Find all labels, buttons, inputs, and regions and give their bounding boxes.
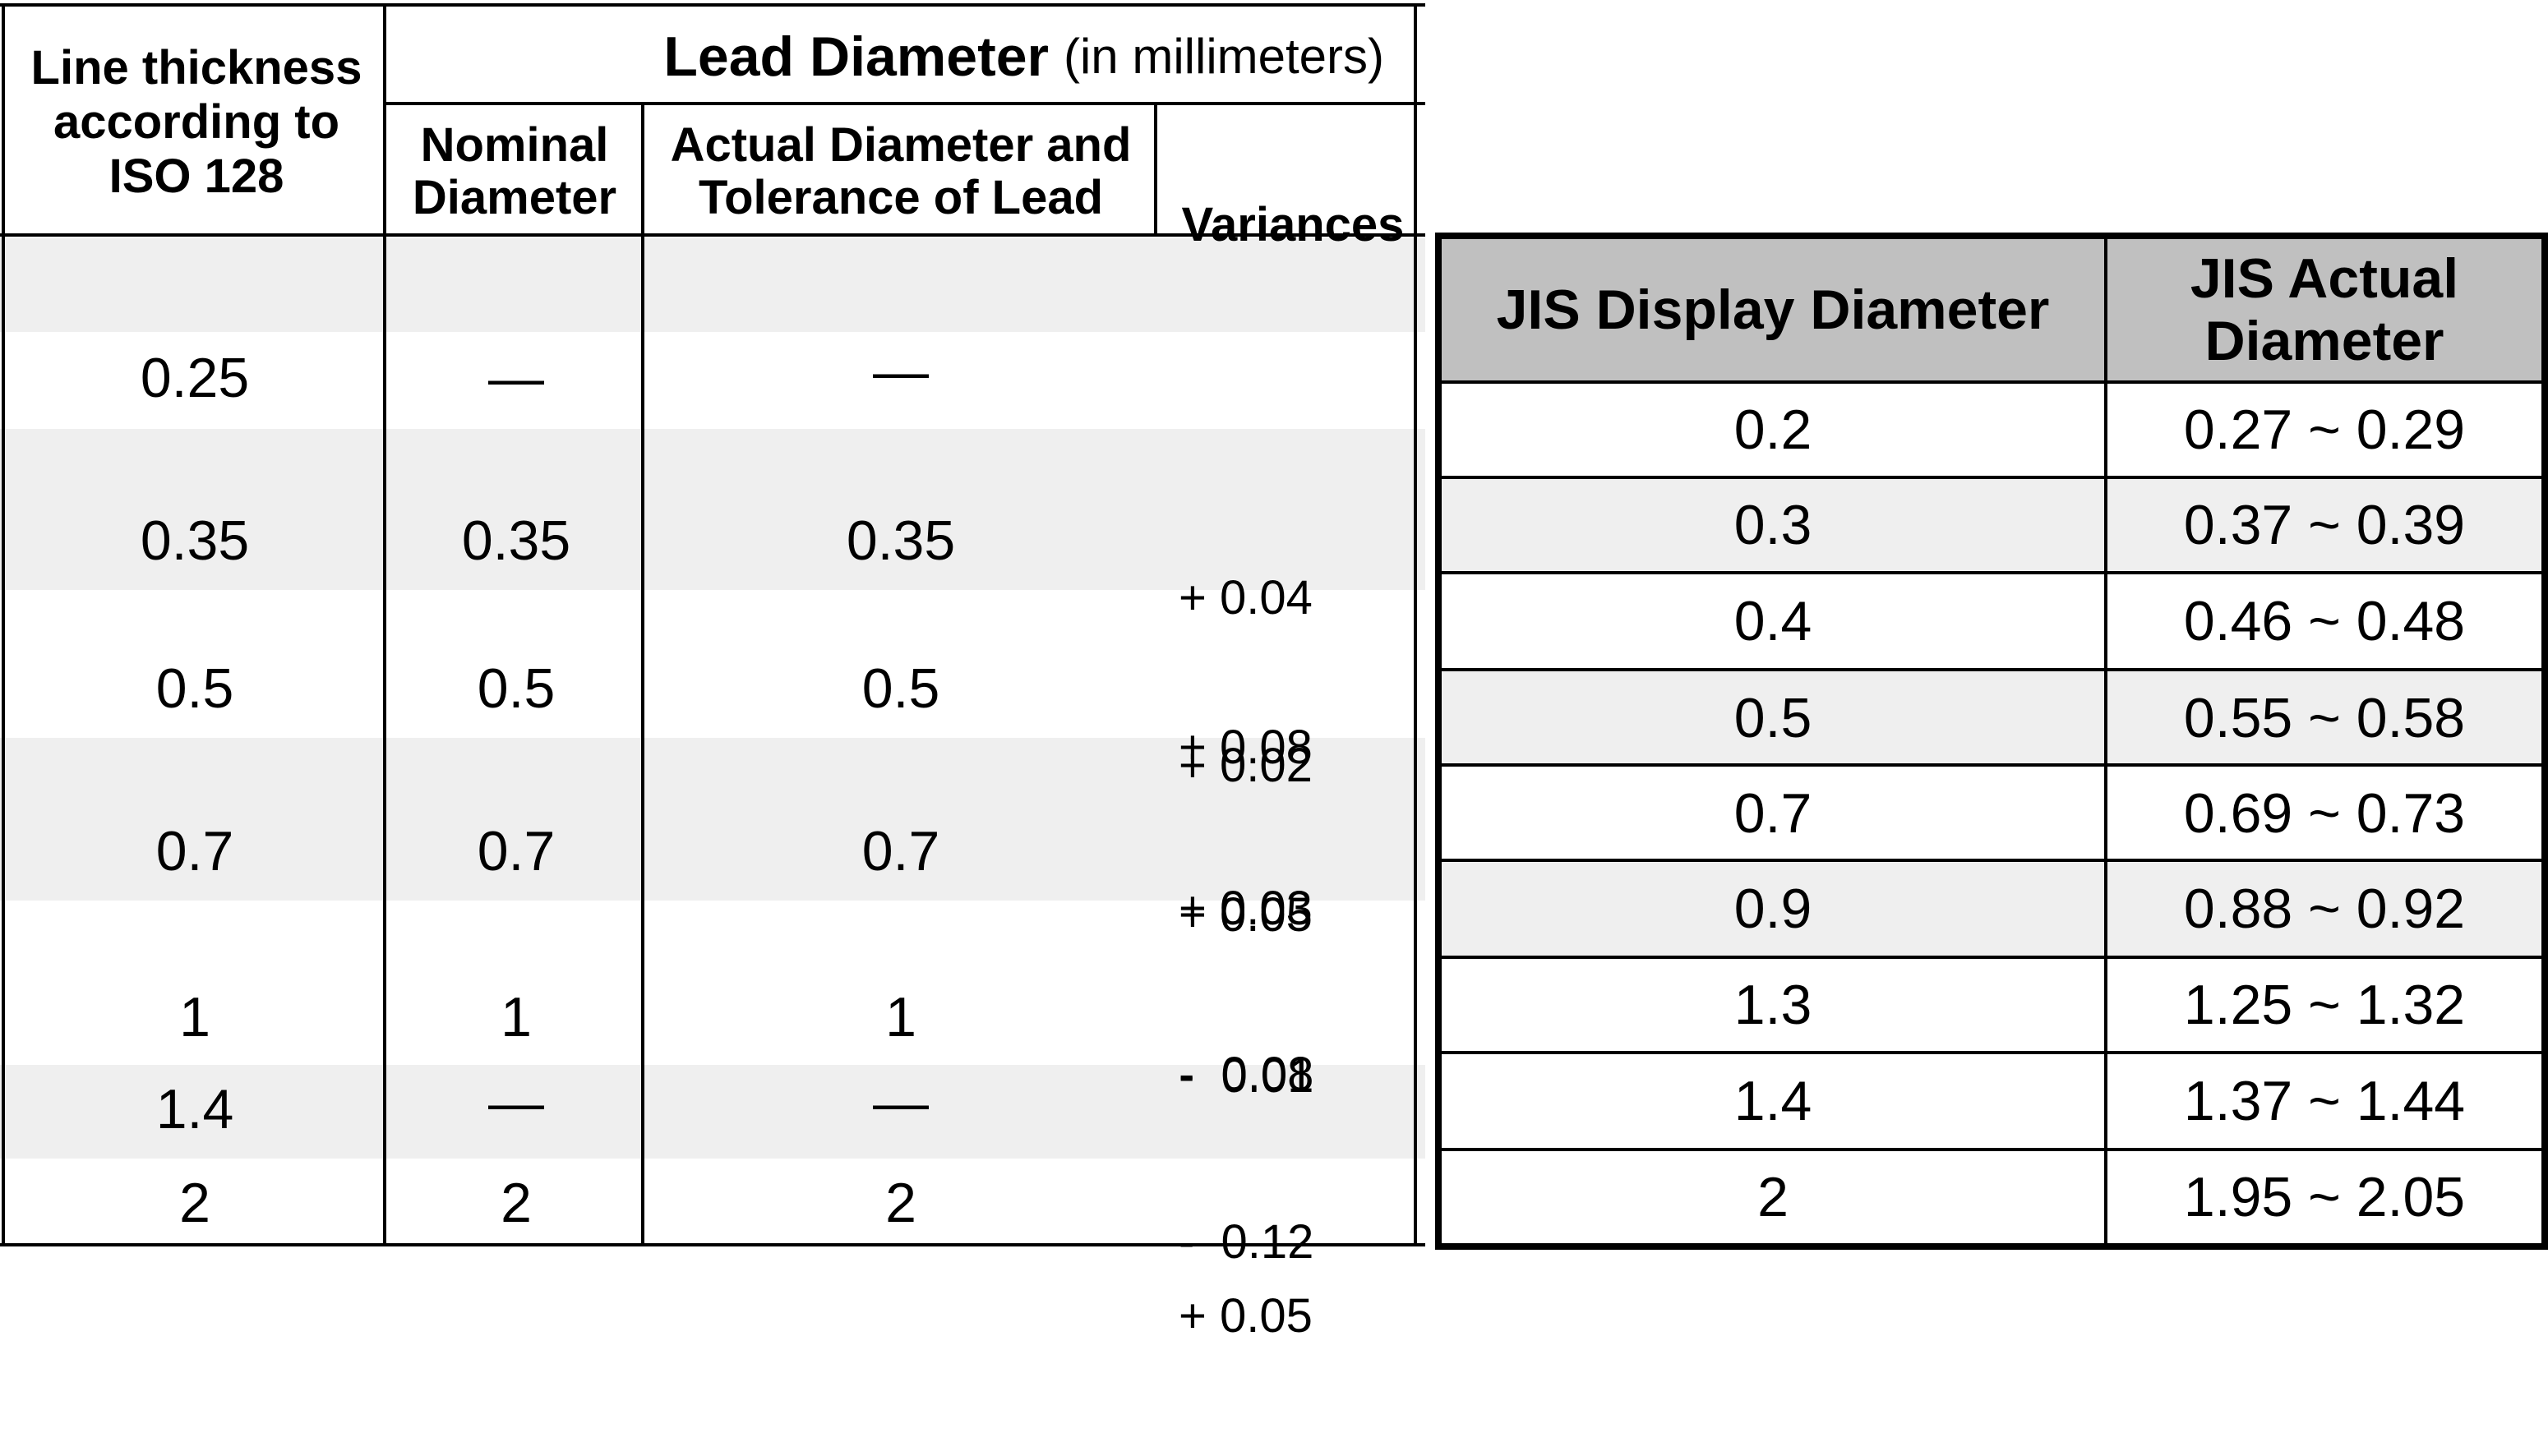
cell-jis-actual: 1.25 ~ 1.32 — [2183, 974, 2466, 1036]
cell-variance: + 0.03 - 0.01 — [1179, 769, 1417, 1216]
cell-jis-display: 0.5 — [1733, 687, 1812, 749]
cell-variance: + 0.08 + 0.05 — [1179, 608, 1417, 1055]
table-row-band — [0, 429, 1425, 590]
cell-line-thickness: 1 — [179, 986, 210, 1048]
table-row-band — [1442, 862, 2541, 956]
cell-jis-display: 0.4 — [1733, 590, 1812, 652]
variance-upper: + 0.03 — [1179, 882, 1313, 935]
header-line-thickness: Line thickness according to ISO 128 — [30, 41, 362, 203]
cell-actual: 0.7 — [861, 820, 940, 882]
header-lead-diameter-label: Lead Diameter — [663, 25, 1049, 88]
cell-jis-display: 0.2 — [1733, 399, 1812, 461]
cell-jis-display: 0.9 — [1733, 878, 1812, 940]
header-lead-diameter: Lead Diameter (in millimeters) — [390, 8, 1417, 105]
cell-jis-display: 1.4 — [1733, 1070, 1812, 1132]
variance-upper: - 0.08 — [1179, 1048, 1314, 1101]
cell-actual: 2 — [885, 1172, 916, 1234]
table-border — [1442, 571, 2541, 574]
table-row-band — [1442, 671, 2541, 765]
table-border — [0, 3, 1425, 7]
cell-jis-display: 0.3 — [1733, 494, 1812, 556]
table-border — [1442, 476, 2541, 479]
jis-header-background — [1442, 239, 2541, 380]
table-border — [0, 1243, 1425, 1246]
header-actual-diameter: Actual Diameter and Tolerance of Lead — [670, 118, 1132, 224]
table-border — [1442, 1148, 2541, 1151]
variance-lower: + 0.02 — [1179, 739, 1313, 792]
cell-jis-actual: 0.55 ~ 0.58 — [2183, 687, 2466, 749]
table-row-band — [1442, 479, 2541, 573]
cell-actual: — — [873, 340, 929, 403]
cell-nominal: 0.7 — [477, 820, 556, 882]
cell-line-thickness: 2 — [179, 1172, 210, 1234]
cell-line-thickness: 0.35 — [140, 509, 250, 572]
header-variances: Variances — [1181, 198, 1405, 251]
table-row-band — [0, 238, 1425, 332]
cell-nominal: — — [488, 1071, 544, 1134]
header-jis-display-diameter: JIS Display Diameter — [1496, 279, 2050, 341]
table-border — [1442, 380, 2541, 384]
cell-actual: 0.5 — [861, 657, 940, 720]
variance-lower: + 0.05 — [1179, 1289, 1313, 1343]
cell-jis-actual: 0.37 ~ 0.39 — [2183, 494, 2466, 556]
variance-lower: - 0.01 — [1179, 1049, 1314, 1103]
cell-jis-actual: 1.37 ~ 1.44 — [2183, 1070, 2466, 1132]
cell-jis-actual: 1.95 ~ 2.05 — [2183, 1166, 2466, 1228]
table-border — [1442, 859, 2541, 862]
cell-variance: + 0.05 — [1179, 1177, 1417, 1456]
table-border — [385, 102, 1425, 105]
cell-nominal: 0.35 — [461, 509, 571, 572]
variance-upper: + 0.04 — [1179, 571, 1313, 624]
cell-line-thickness: 0.7 — [155, 820, 234, 882]
table-border — [1442, 1051, 2541, 1054]
variance-lower: + 0.05 — [1179, 888, 1313, 942]
cell-actual: — — [873, 1071, 929, 1134]
cell-jis-actual: 0.69 ~ 0.73 — [2183, 782, 2466, 845]
cell-line-thickness: 1.4 — [155, 1078, 234, 1140]
cell-nominal: 0.5 — [477, 657, 556, 720]
table-border — [1442, 956, 2541, 959]
cell-actual: 0.35 — [846, 509, 956, 572]
table-border — [1442, 668, 2541, 671]
cell-jis-actual: 0.88 ~ 0.92 — [2183, 878, 2466, 940]
table-border — [1442, 763, 2541, 767]
cell-nominal: 1 — [501, 986, 532, 1048]
jis-diameter-table: JIS Display Diameter JIS Actual Diameter… — [1435, 233, 2548, 1250]
iso-lead-diameter-table: Line thickness according to ISO 128 Lead… — [0, 0, 1425, 1343]
variance-upper: + 0.08 — [1179, 721, 1313, 774]
cell-jis-display: 0.7 — [1733, 782, 1812, 845]
table-border — [641, 102, 644, 1246]
table-row-band — [0, 1065, 1425, 1159]
cell-nominal: 2 — [501, 1172, 532, 1234]
cell-jis-actual: 0.27 ~ 0.29 — [2183, 399, 2466, 461]
table-border — [1154, 102, 1157, 237]
table-border — [1414, 3, 1417, 1246]
table-border — [0, 233, 1425, 237]
table-border — [383, 3, 386, 1246]
cell-line-thickness: 0.25 — [140, 347, 250, 409]
cell-nominal: — — [488, 347, 544, 409]
cell-variance: + 0.04 + 0.02 — [1179, 458, 1417, 905]
header-nominal-diameter: Nominal Diameter — [412, 118, 617, 224]
table-border — [2104, 239, 2107, 1243]
table-row-band — [0, 738, 1425, 901]
cell-actual: 1 — [885, 986, 916, 1048]
cell-jis-display: 1.3 — [1733, 974, 1812, 1036]
header-lead-diameter-unit: (in millimeters) — [1064, 29, 1384, 84]
header-jis-actual-diameter: JIS Actual Diameter — [2190, 247, 2459, 372]
cell-line-thickness: 0.5 — [155, 657, 234, 720]
cell-jis-actual: 0.46 ~ 0.48 — [2183, 590, 2466, 652]
table-border — [2, 3, 5, 1246]
cell-jis-display: 2 — [1757, 1166, 1789, 1228]
